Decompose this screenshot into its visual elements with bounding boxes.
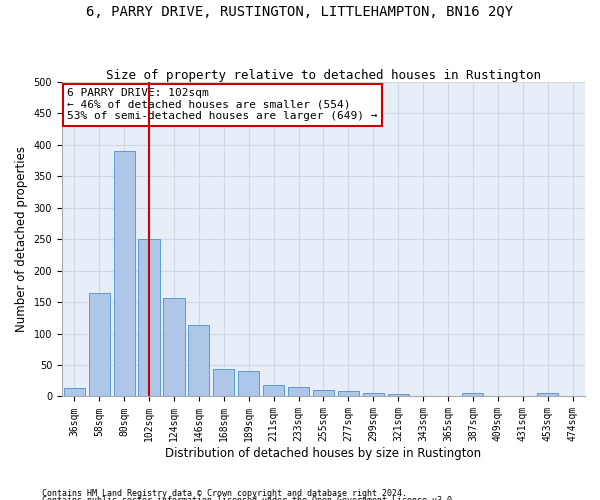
Bar: [313, 390, 334, 396]
Title: Size of property relative to detached houses in Rustington: Size of property relative to detached ho…: [106, 69, 541, 82]
Text: Contains HM Land Registry data © Crown copyright and database right 2024.: Contains HM Land Registry data © Crown c…: [42, 488, 407, 498]
Bar: [463, 394, 484, 396]
Text: 6, PARRY DRIVE, RUSTINGTON, LITTLEHAMPTON, BN16 2QY: 6, PARRY DRIVE, RUSTINGTON, LITTLEHAMPTO…: [86, 5, 514, 19]
Bar: [213, 369, 235, 396]
Bar: [89, 292, 110, 397]
Bar: [188, 325, 209, 396]
Y-axis label: Number of detached properties: Number of detached properties: [15, 146, 28, 332]
Bar: [537, 394, 558, 396]
Bar: [163, 298, 185, 396]
X-axis label: Distribution of detached houses by size in Rustington: Distribution of detached houses by size …: [166, 447, 482, 460]
Bar: [338, 391, 359, 396]
Bar: [388, 394, 409, 396]
Text: Contains public sector information licensed under the Open Government Licence v3: Contains public sector information licen…: [42, 496, 457, 500]
Bar: [263, 384, 284, 396]
Bar: [288, 387, 309, 396]
Bar: [139, 239, 160, 396]
Bar: [362, 392, 384, 396]
Text: 6 PARRY DRIVE: 102sqm
← 46% of detached houses are smaller (554)
53% of semi-det: 6 PARRY DRIVE: 102sqm ← 46% of detached …: [67, 88, 377, 122]
Bar: [64, 388, 85, 396]
Bar: [113, 151, 135, 396]
Bar: [238, 372, 259, 396]
